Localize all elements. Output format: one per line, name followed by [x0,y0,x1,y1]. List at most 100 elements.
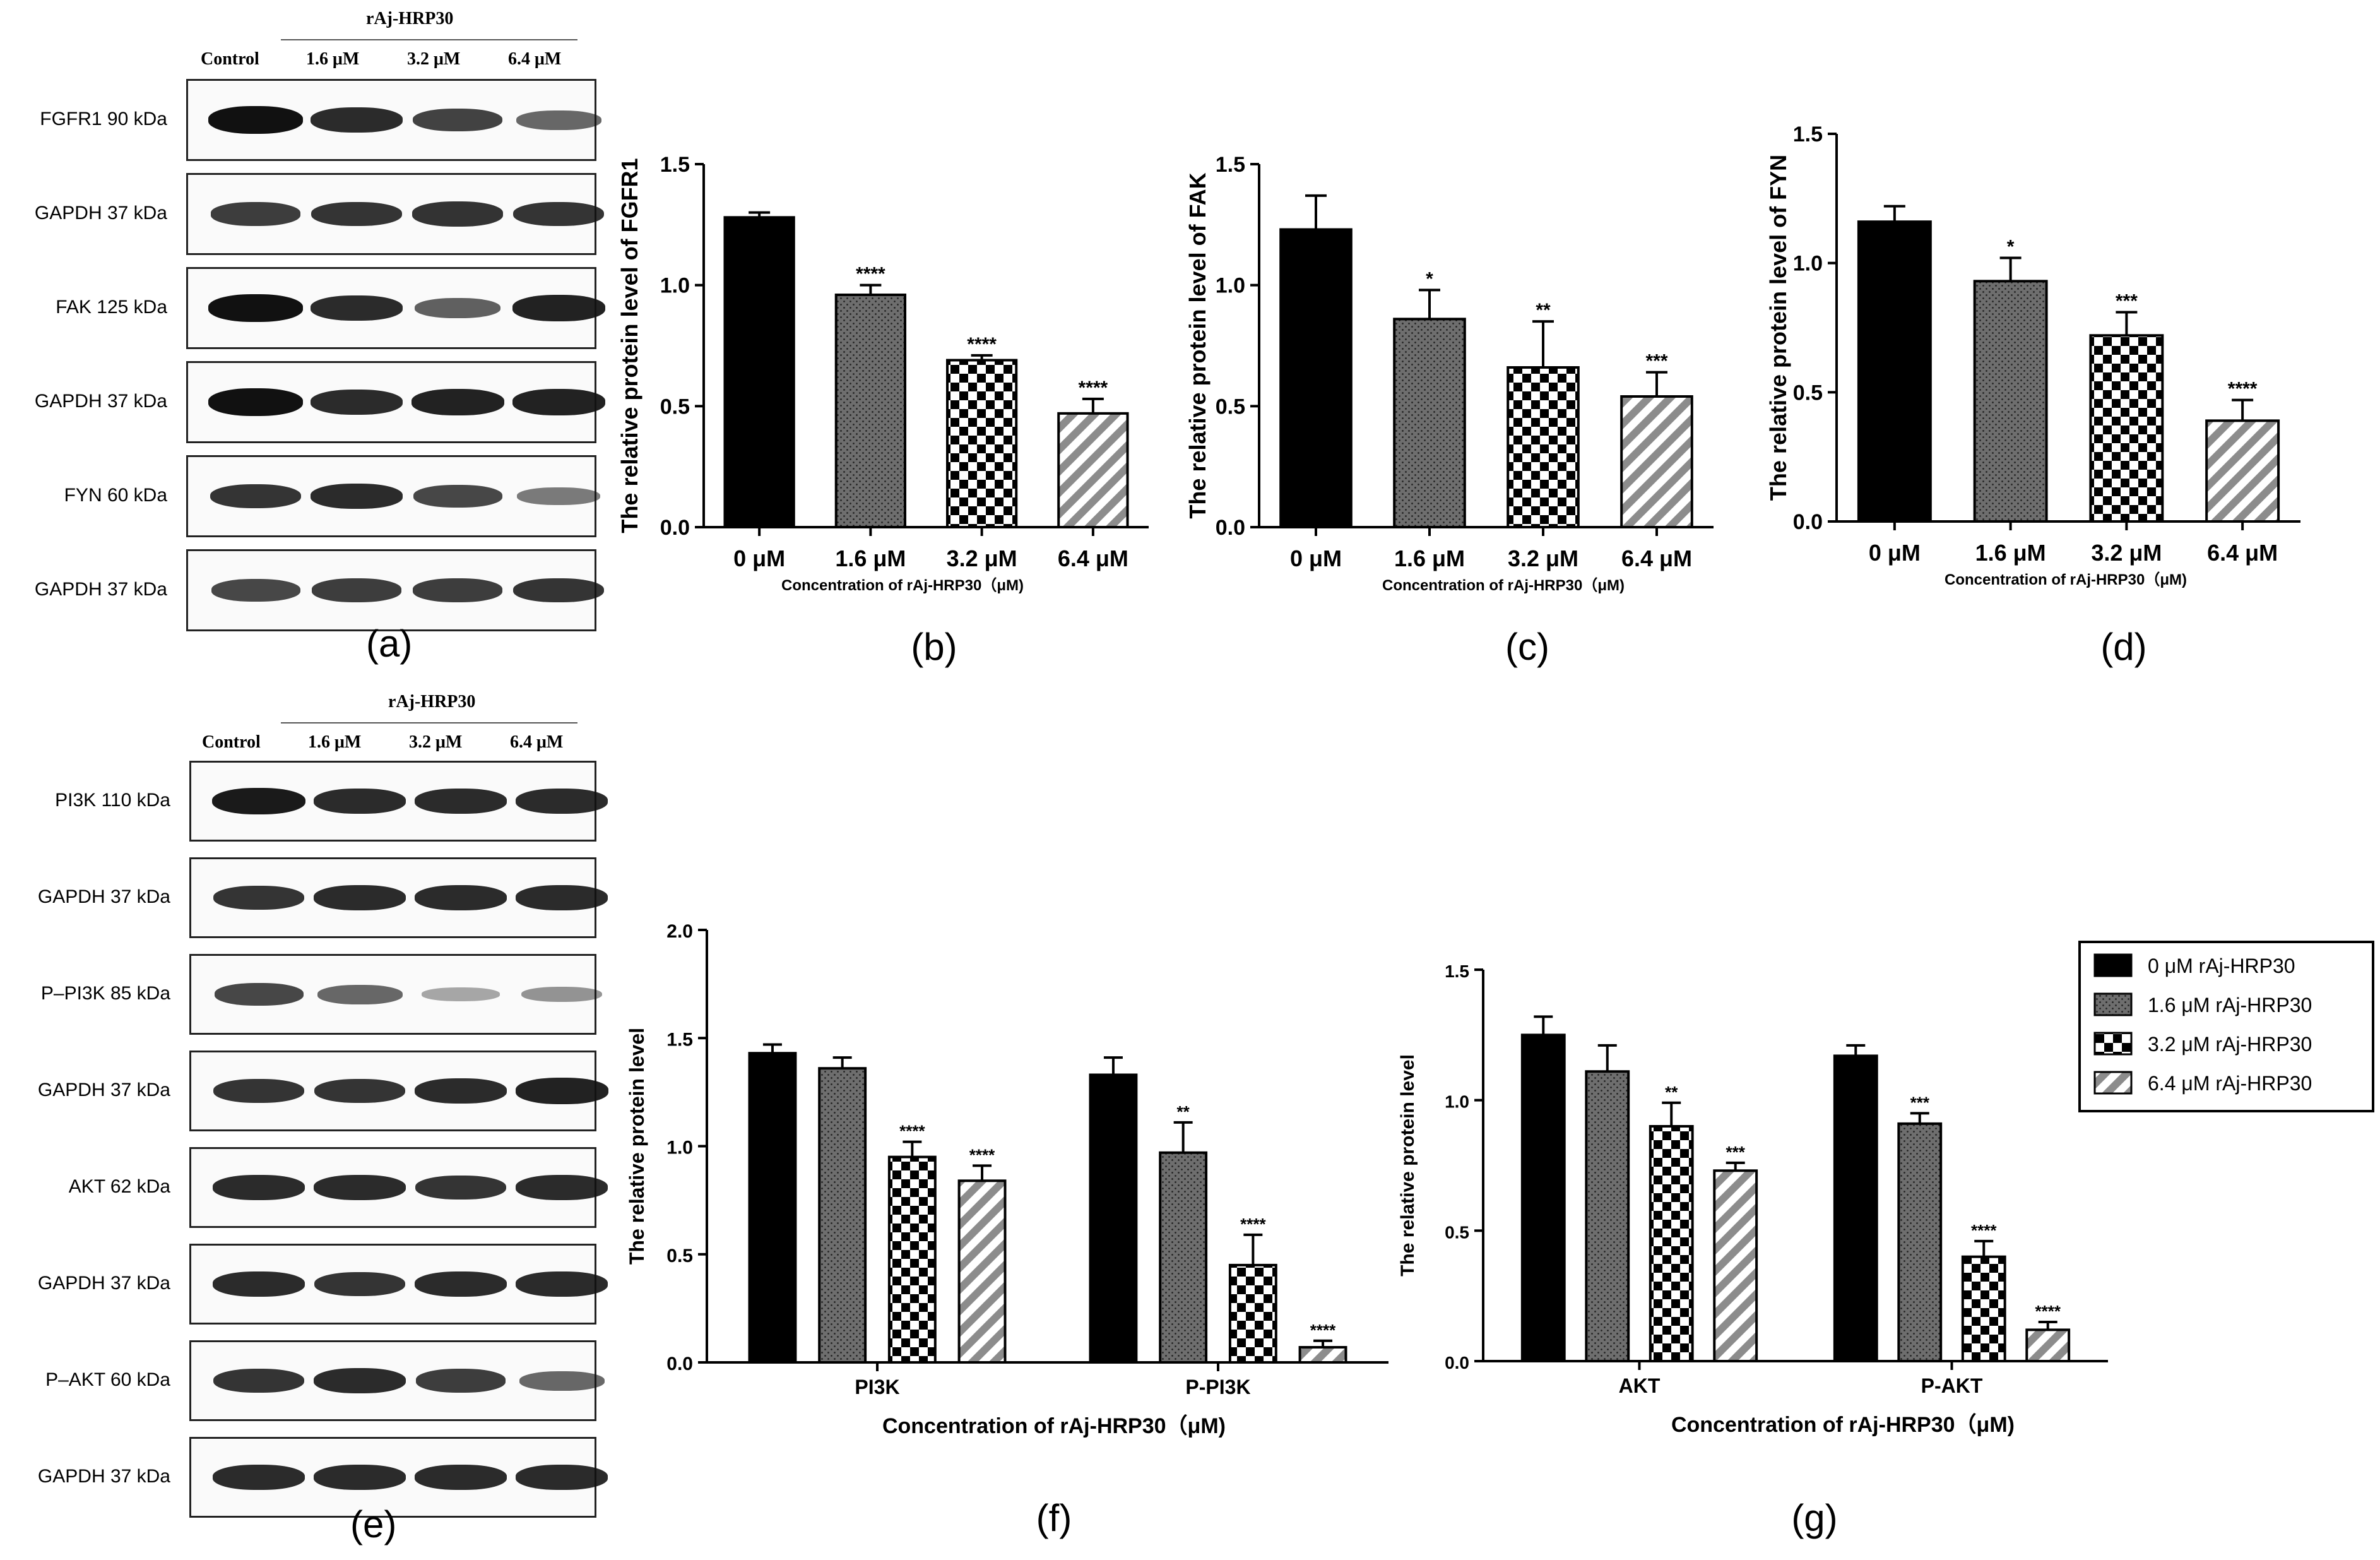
bar [818,1067,867,1364]
bar [2025,1328,2071,1363]
blot-row-label: AKT 62 kDa [68,1176,170,1197]
protein-band [213,1368,304,1393]
protein-band [415,788,507,814]
western-blot-panel-a: rAj-HRP30 Control 1.6 μM 3.2 μM 6.4 μM F… [0,0,606,682]
significance-label: *** [2116,290,2138,311]
y-tick-label: 1.0 [1216,274,1245,298]
panel-letter: (g) [1791,1497,1837,1539]
bar [1973,280,2048,523]
blot-row-label: GAPDH 37 kDa [37,886,170,907]
bar-chart-f: 0.0 0.5 1.0 1.5 2.0 The relative protein leve… [625,921,1388,1539]
protein-band [311,201,402,227]
y-tick-label: 0.0 [666,1354,693,1374]
bar [1089,1073,1138,1364]
protein-band [413,484,502,508]
protein-band [512,295,605,321]
blot-row-label: P–PI3K 85 kDa [40,983,170,1004]
bar [1057,412,1129,529]
bar [723,216,795,528]
significance-label: **** [2035,1302,2061,1321]
blot-row-label: GAPDH 37 kDa [34,203,167,223]
lane-label-3-2: 3.2 μM [407,49,461,69]
x-axis-title: Concentration of rAj-HRP30（μM) [882,1414,1226,1438]
bar [1585,1070,1630,1362]
bar [1833,1054,1878,1362]
x-tick-label: AKT [1619,1374,1661,1397]
bar [1620,395,1693,528]
protein-band [311,389,403,415]
protein-band [411,389,504,415]
protein-band [211,787,306,815]
protein-band [415,1369,506,1393]
protein-band [415,1271,507,1297]
protein-band [415,884,507,911]
bar [887,1155,937,1364]
panel-letter-a: (a) [366,622,413,665]
bar [1159,1151,1208,1364]
protein-band [421,987,500,1001]
protein-band [208,294,303,322]
blot-row-label: GAPDH 37 kDa [37,1466,170,1487]
protein-band [414,297,501,319]
significance-label: **** [969,1145,995,1164]
protein-band [314,1464,406,1491]
x-tick-label: 3.2 μM [947,545,1017,571]
x-tick-label: P-PI3K [1185,1376,1250,1398]
blot-row-label: GAPDH 37 kDa [37,1273,170,1294]
x-tick-label: 1.6 μM [1975,540,2046,566]
y-tick-label: 0.0 [660,516,690,540]
protein-band [211,578,300,602]
bar [1507,366,1580,528]
y-tick-label: 1.0 [1445,1092,1469,1112]
protein-band [311,107,403,133]
y-axis-title: The relative protein level of FGFR1 [617,158,642,533]
lane-label-1-6: 1.6 μM [306,49,360,69]
x-axis-title: Concentration of rAj-HRP30（μM) [1945,571,2187,588]
protein-band [210,484,301,509]
significance-label: **** [1079,378,1108,398]
protein-band [411,201,504,227]
y-axis-title: The relative protein level of FYN [1767,155,1791,501]
y-tick-label: 0.0 [1445,1353,1469,1372]
bar [748,1052,797,1364]
y-tick-label: 0.0 [1793,510,1823,534]
bar [2089,334,2164,523]
x-tick-label: 6.4 μM [1621,545,1692,571]
significance-label: * [1426,268,1433,289]
blot-row-label: P–AKT 60 kDa [45,1369,170,1390]
bar [1713,1169,1758,1362]
x-tick-label: 3.2 μM [2091,540,2162,566]
legend-label: 1.6 μM rAj-HRP30 [2148,994,2312,1016]
bar [1279,228,1353,528]
x-tick-label: 1.6 μM [1394,545,1465,571]
significance-label: ** [1536,300,1551,321]
blot-row-label: GAPDH 37 kDa [37,1080,170,1100]
x-tick-label: 0 μM [733,545,785,571]
y-tick-label: 1.5 [1216,153,1245,177]
protein-band [213,1271,305,1297]
bar [1228,1263,1277,1364]
protein-band [210,202,301,226]
protein-band [521,986,602,1003]
protein-band [517,487,600,506]
y-tick-label: 1.5 [1445,962,1469,981]
blot-group-label: rAj-HRP30 [388,692,476,712]
protein-band [515,1078,608,1104]
protein-band [314,1271,405,1297]
lane-label-6-4: 6.4 μM [510,732,564,752]
protein-band [311,295,403,321]
protein-band [516,1464,608,1491]
protein-band [314,1367,406,1394]
y-axis-title: The relative protein level of FAK [1187,172,1211,518]
protein-band [214,982,304,1006]
x-tick-label: 3.2 μM [1508,545,1578,571]
panel-letter: (b) [911,626,957,668]
protein-band [317,984,403,1004]
bar [1520,1033,1566,1363]
protein-band [208,388,303,416]
y-tick-label: 2.0 [666,921,693,942]
significance-label: * [2007,236,2015,257]
bar [2205,419,2280,523]
significance-label: **** [967,334,997,355]
